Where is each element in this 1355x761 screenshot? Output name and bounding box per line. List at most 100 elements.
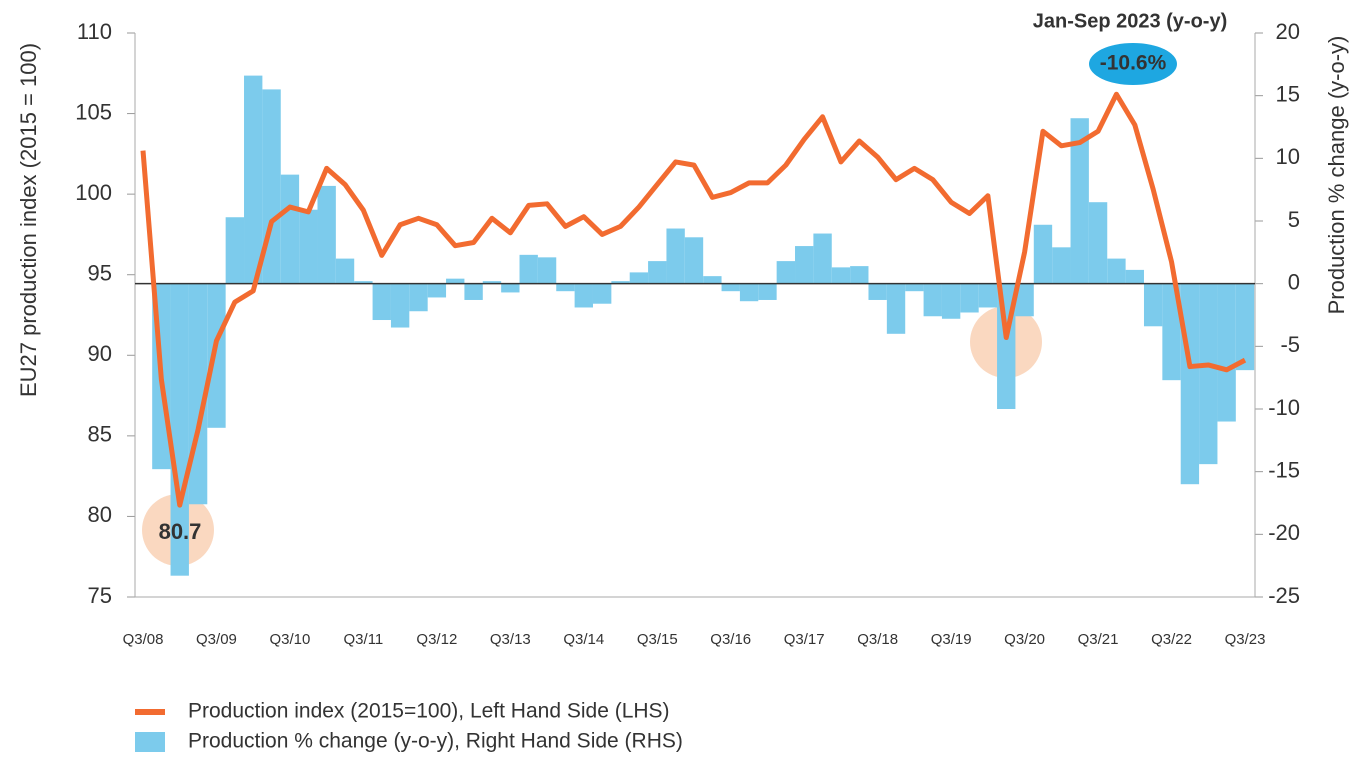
y2-tick-label: 15 [1276,81,1300,106]
bar [280,174,300,284]
bar [1052,247,1071,284]
bar [905,283,924,292]
bar [537,257,557,284]
bar [941,283,961,319]
y2-tick-label: -5 [1280,332,1300,357]
bar [850,266,869,284]
x-tick-label: Q3/20 [1004,631,1045,648]
bar [556,283,575,292]
x-tick-label: Q3/21 [1078,631,1119,648]
bar [299,209,318,284]
bar [739,283,759,302]
y-tick-label: 100 [75,180,112,205]
y2-axis-title: Production % change (y-o-y) [1324,36,1349,315]
y2-tick-label: -25 [1268,583,1300,608]
bar [574,283,593,308]
x-tick-label: Q3/17 [784,631,825,648]
y2-tick-label: 20 [1276,19,1300,44]
y-tick-label: 95 [88,261,112,286]
bar [427,283,447,298]
bar [1070,118,1089,284]
bar [684,237,704,284]
bar [960,283,979,313]
legend-label: Production % change (y-o-y), Right Hand … [188,730,683,753]
y2-tick-label: 10 [1276,144,1300,169]
y-tick-label: 110 [77,19,112,44]
bar [519,254,538,284]
x-tick-label: Q3/18 [857,631,898,648]
x-tick-label: Q3/11 [344,631,384,648]
y-tick-label: 80 [88,502,112,527]
bar [170,283,189,576]
bar [703,276,722,284]
bar [776,261,796,284]
bar [923,283,942,317]
bar [1162,283,1181,381]
x-tick-label: Q3/23 [1225,631,1266,648]
bar [758,283,777,300]
bar [482,281,502,284]
bar [666,228,685,284]
bar [721,283,740,292]
y-tick-label: 90 [88,341,112,366]
y-tick-label: 75 [88,583,112,608]
y2-tick-label: -20 [1268,520,1300,545]
bar [317,185,336,284]
bar [1015,283,1034,317]
legend-swatch [135,732,165,752]
y2-tick-label: -10 [1268,395,1300,420]
bar [886,283,906,334]
bar [1199,283,1218,465]
bar [868,283,887,300]
bar [244,75,263,284]
bar [629,272,649,284]
bar [501,283,520,293]
bar [1107,258,1126,284]
bar [390,283,410,328]
y-tick-label: 85 [88,422,112,447]
bar [354,281,373,284]
bar [1217,283,1236,422]
y-axis-title: EU27 production index (2015 = 100) [16,43,41,397]
bar [464,283,483,300]
bar [335,258,355,284]
annotation: 80.7 [159,519,202,544]
bar [1088,202,1108,284]
bar [446,278,465,284]
bar [1180,283,1200,485]
y-tick-label: 105 [75,99,112,124]
y2-tick-label: -15 [1268,457,1300,482]
bar [795,246,814,284]
bar [831,267,851,284]
bar [409,283,428,312]
x-tick-label: Q3/10 [269,631,310,648]
y2-tick-label: 5 [1288,207,1300,232]
annotation: Jan-Sep 2023 (y-o-y) [1033,10,1228,32]
x-tick-label: Q3/12 [416,631,457,648]
bar [611,281,630,284]
y2-tick-label: 0 [1288,269,1300,294]
bar [978,283,998,308]
x-tick-label: Q3/09 [196,631,237,648]
line [140,91,1247,508]
bar [813,233,832,284]
x-tick-label: Q3/13 [490,631,531,648]
x-tick-label: Q3/22 [1151,631,1192,648]
bar [648,261,667,284]
bar [1033,224,1053,284]
bar [1235,283,1255,371]
bar [1125,269,1144,284]
x-tick-label: Q3/14 [563,631,604,648]
bar [592,283,612,304]
x-tick-label: Q3/19 [931,631,972,648]
bar [207,283,226,428]
annotation-bubble [1089,43,1177,85]
annotation: -10.6% [1100,52,1167,75]
x-tick-label: Q3/16 [710,631,751,648]
bar [225,217,245,284]
x-tick-label: Q3/08 [123,631,164,648]
legend-label: Production index (2015=100), Left Hand S… [188,700,670,723]
x-tick-label: Q3/15 [637,631,678,648]
bar [372,283,391,321]
